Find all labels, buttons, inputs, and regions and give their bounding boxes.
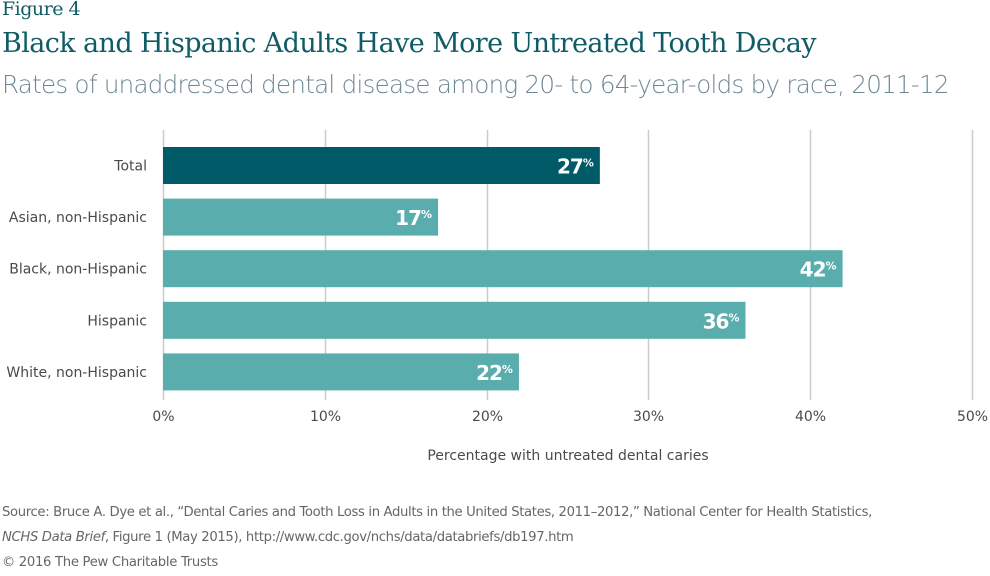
- bar-value-label: 22%: [476, 361, 513, 385]
- bar-value-label: 36%: [703, 309, 740, 333]
- figure-label: Figure 4: [2, 0, 81, 20]
- chart-subtitle: Rates of unaddressed dental disease amon…: [2, 70, 950, 99]
- chart-title: Black and Hispanic Adults Have More Untr…: [2, 28, 816, 59]
- category-label: Asian, non-Hispanic: [9, 210, 147, 226]
- source-line-2: NCHS Data Brief, Figure 1 (May 2015), ht…: [2, 525, 872, 550]
- x-tick-label: 0%: [152, 409, 174, 425]
- source-note: Source: Bruce A. Dye et al., “Dental Car…: [2, 500, 872, 550]
- tick-labels: 0% 10% 20% 30% 40% 50%: [152, 409, 988, 425]
- bar-asian-non-hispanic: [163, 198, 439, 236]
- category-label: Black, non-Hispanic: [9, 262, 147, 278]
- category-label: Total: [113, 159, 147, 175]
- bar-value-label: 27%: [557, 155, 594, 179]
- bar-black-non-hispanic: [163, 250, 843, 288]
- bar-total: [163, 147, 600, 184]
- source-line-1: Source: Bruce A. Dye et al., “Dental Car…: [2, 505, 873, 520]
- bars: 27% 17% 42% 36% 22%: [163, 147, 843, 391]
- bar-chart: 27% 17% 42% 36% 22% Total Asian, non-Hispanic…: [6, 130, 988, 464]
- copyright: © 2016 The Pew Charitable Trusts: [2, 555, 218, 570]
- category-label: White, non-Hispanic: [6, 365, 147, 381]
- bar-white-non-hispanic: [163, 353, 519, 391]
- x-tick-label: 40%: [795, 409, 826, 425]
- category-labels: Total Asian, non-Hispanic Black, non-Hispa…: [6, 159, 147, 381]
- source-publication: NCHS Data Brief: [2, 530, 105, 545]
- x-tick-label: 30%: [633, 409, 664, 425]
- bar-value-label: 42%: [800, 258, 837, 282]
- source-details: , Figure 1 (May 2015), http://www.cdc.go…: [104, 530, 574, 545]
- x-tick-label: 20%: [472, 409, 503, 425]
- category-label: Hispanic: [87, 313, 147, 329]
- bar-value-label: 17%: [395, 206, 432, 230]
- x-axis-title: Percentage with untreated dental caries: [427, 448, 708, 464]
- x-tick-label: 10%: [310, 409, 341, 425]
- bar-hispanic: [163, 301, 746, 339]
- x-tick-label: 50%: [957, 409, 988, 425]
